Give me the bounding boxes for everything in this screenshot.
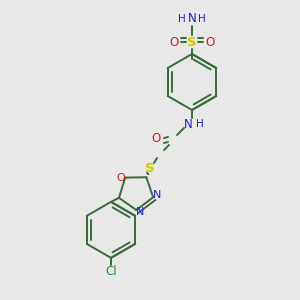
Text: Cl: Cl — [105, 266, 117, 278]
Text: O: O — [152, 131, 160, 145]
Text: O: O — [117, 172, 125, 183]
Text: S: S — [145, 161, 155, 175]
Text: H: H — [198, 14, 206, 24]
Text: H: H — [196, 119, 204, 129]
Text: O: O — [169, 35, 178, 49]
Text: N: N — [184, 118, 192, 130]
Text: N: N — [188, 13, 196, 26]
Text: H: H — [178, 14, 186, 24]
Text: N: N — [153, 190, 161, 200]
Text: N: N — [136, 207, 145, 217]
Text: S: S — [187, 35, 197, 49]
Text: O: O — [206, 35, 214, 49]
